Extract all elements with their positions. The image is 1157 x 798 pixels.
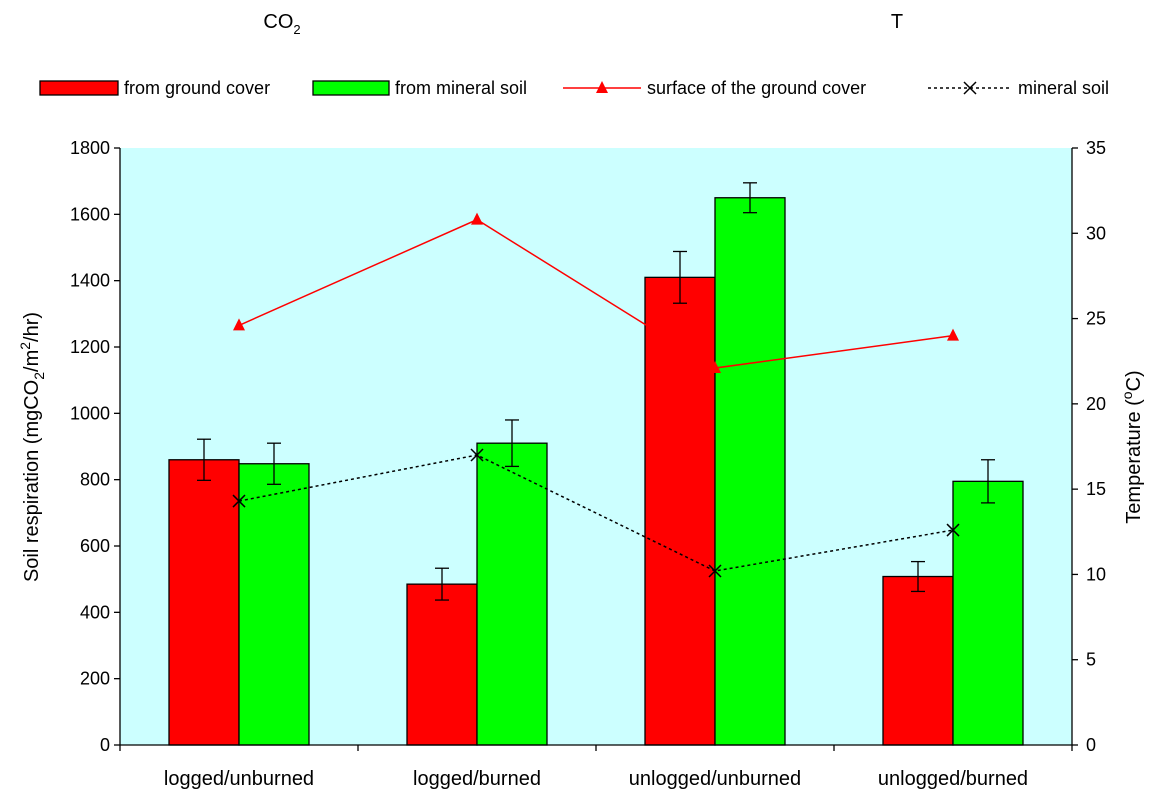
errorbar-from-ground-cover-4 [911, 560, 925, 593]
legend: from ground cover from mineral soil surfac… [39, 78, 1109, 98]
y-tick-label: 200 [80, 669, 110, 689]
y-tick-label: 800 [80, 470, 110, 490]
y2-axis-title: Temperature (oC) [1119, 370, 1145, 523]
y-tick-label: 0 [100, 735, 110, 755]
y2-tick-label: 5 [1086, 650, 1096, 670]
errorbar-from-mineral-soil-2 [505, 419, 519, 468]
y2-tick-label: 30 [1086, 223, 1106, 243]
point-mineral-soil-2 [470, 448, 484, 462]
point-mineral-soil-4 [946, 523, 960, 537]
x-tick-label: unlogged/unburned [629, 768, 801, 790]
legend-item-mineral-soil: mineral soil [928, 78, 1109, 98]
legend-item-from-mineral-soil: from mineral soil [312, 78, 527, 98]
legend-swatch [312, 80, 390, 96]
y-tick-label: 400 [80, 602, 110, 622]
y-tick-label: 1000 [70, 403, 110, 423]
errorbar-from-ground-cover-3 [673, 250, 687, 304]
legend-label: mineral soil [1018, 78, 1109, 98]
errorbar-from-mineral-soil-1 [267, 442, 281, 485]
y2-tick-label: 15 [1086, 479, 1106, 499]
y-tick-label: 1400 [70, 271, 110, 291]
x-tick-label: logged/burned [413, 768, 541, 790]
y-tick-label: 1200 [70, 337, 110, 357]
y-tick-label: 1800 [70, 138, 110, 158]
bar-from-mineral-soil-4 [952, 480, 1024, 746]
errorbar-from-mineral-soil-3 [743, 182, 757, 214]
bar-from-mineral-soil-3 [714, 197, 786, 746]
point-mineral-soil-1 [232, 494, 246, 508]
bar-from-mineral-soil-1 [238, 463, 310, 746]
legend-label: from ground cover [124, 78, 270, 98]
errorbar-from-ground-cover-1 [197, 438, 211, 481]
errorbar-from-mineral-soil-4 [981, 459, 995, 504]
legend-marker [596, 81, 608, 93]
bar-from-ground-cover-4 [882, 575, 954, 746]
bar-from-ground-cover-3 [644, 276, 716, 746]
legend-item-surface-of-the-ground-cover: surface of the ground cover [563, 78, 866, 98]
co2-group-title: CO2 [263, 11, 300, 37]
legend-marker [963, 81, 977, 95]
y2-tick-label: 10 [1086, 564, 1106, 584]
legend-swatch [39, 80, 119, 96]
bar-from-mineral-soil-2 [476, 442, 548, 746]
y2-tick-label: 25 [1086, 309, 1106, 329]
legend-label: surface of the ground cover [647, 78, 866, 98]
y-tick-label: 600 [80, 536, 110, 556]
line-mineral-soil [238, 454, 954, 572]
line-surface-of-the-ground-cover [238, 218, 954, 369]
y2-tick-label: 0 [1086, 735, 1096, 755]
point-mineral-soil-3 [708, 564, 722, 578]
legend-label: from mineral soil [395, 78, 527, 98]
point-surface-of-the-ground-cover-2 [471, 212, 483, 225]
legend-item-from-ground-cover: from ground cover [39, 78, 270, 98]
point-surface-of-the-ground-cover-1 [233, 318, 245, 331]
x-tick-label: logged/unburned [164, 768, 314, 790]
y-tick-label: 1600 [70, 204, 110, 224]
point-surface-of-the-ground-cover-3 [709, 361, 721, 374]
y-axis-title: Soil respiration (mgCO2/m2/hr) [17, 312, 47, 582]
x-tick-label: unlogged/burned [878, 768, 1028, 790]
t-group-title: T [891, 11, 903, 33]
y2-tick-label: 35 [1086, 138, 1106, 158]
point-surface-of-the-ground-cover-4 [947, 328, 959, 341]
bar-from-ground-cover-2 [406, 583, 478, 746]
errorbar-from-ground-cover-2 [435, 567, 449, 601]
y2-tick-label: 20 [1086, 394, 1106, 414]
bar-from-ground-cover-1 [168, 459, 240, 746]
